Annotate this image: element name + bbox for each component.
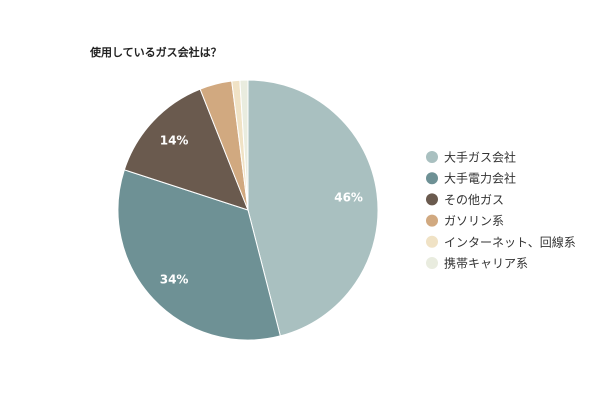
- legend-label: インターネット、回線系: [444, 234, 576, 249]
- legend-label: 大手電力会社: [444, 171, 516, 186]
- pie-slice: [117, 169, 281, 341]
- pie-slice: [247, 79, 379, 337]
- legend-label: 携帯キャリア系: [444, 256, 528, 271]
- legend-label: 大手ガス会社: [444, 150, 516, 165]
- legend-swatch: [426, 235, 438, 248]
- legend-swatch: [426, 193, 438, 206]
- legend-label: その他ガス: [444, 193, 504, 207]
- pie-slice: [239, 79, 249, 211]
- slice-data-label: 14%: [160, 134, 189, 148]
- legend-swatch: [426, 214, 438, 227]
- legend-swatch: [426, 172, 438, 185]
- pie-slices: [117, 79, 379, 341]
- chart-title: 使用しているガス会社は？: [89, 45, 222, 59]
- legend-swatch: [426, 151, 438, 163]
- slice-data-label: 34%: [160, 272, 189, 286]
- slice-data-label: 46%: [334, 190, 363, 204]
- pie-slice: [123, 88, 249, 211]
- legend-swatch: [426, 257, 438, 269]
- pie-data-labels: 46% 34% 14%: [160, 134, 363, 287]
- legend-label: ガソリン系: [444, 214, 504, 228]
